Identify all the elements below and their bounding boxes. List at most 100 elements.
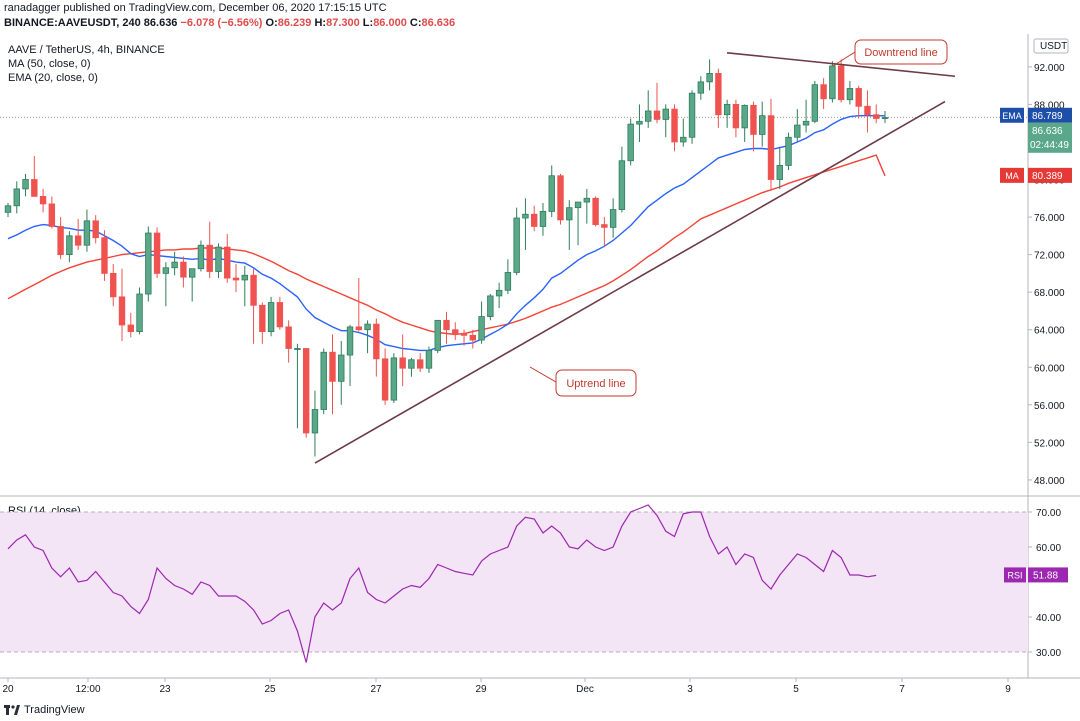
ema-legend: EMA (20, close, 0)	[8, 72, 98, 84]
candle-body	[855, 88, 862, 107]
footer: TradingView	[4, 704, 85, 716]
price-tick-label: 48.000	[1034, 476, 1065, 487]
candles-group	[4, 59, 889, 457]
candle-body	[609, 209, 617, 228]
uptrend-line	[314, 100, 946, 464]
candle-body	[688, 92, 696, 138]
footer-brand: TradingView	[24, 704, 85, 716]
candle-body	[153, 232, 161, 274]
last-price-value: 86.636	[1032, 126, 1063, 137]
candle-body	[574, 201, 582, 209]
price-unit-box	[1033, 38, 1069, 54]
candle-body	[355, 326, 362, 331]
candle-body	[311, 409, 319, 434]
candle-body	[829, 65, 836, 100]
uptrend-callout-label: Uptrend line	[566, 378, 625, 390]
candle-body	[592, 197, 599, 225]
candle-body	[636, 120, 643, 125]
ma-axis-tag-label: MA	[1005, 171, 1019, 181]
candle-body	[39, 196, 47, 205]
price-tick-label: 68.000	[1034, 288, 1065, 299]
candle-body	[653, 110, 661, 120]
candle-body	[566, 207, 573, 221]
price-tick-label: 64.000	[1034, 326, 1065, 337]
candle-body	[48, 203, 56, 227]
price-tick-label: 92.000	[1034, 63, 1065, 74]
candle-body	[136, 293, 143, 332]
price-tick-label: 88.000	[1034, 100, 1065, 111]
candle-body	[118, 296, 126, 326]
last-price-tag	[1028, 122, 1072, 153]
candle-body	[197, 244, 205, 270]
ma-axis-tag	[1000, 167, 1024, 183]
downtrend-callout-label: Downtrend line	[864, 47, 937, 59]
rsi-tick-label: 40.00	[1036, 613, 1061, 624]
price-tick-label: 52.000	[1034, 438, 1065, 449]
last-price: 86.636	[143, 17, 178, 29]
candle-body	[601, 224, 608, 228]
candle-body	[820, 84, 827, 100]
candle-body	[723, 104, 731, 116]
rsi-line	[7, 504, 877, 663]
candle-body	[750, 104, 757, 135]
time-tick-label: 5	[793, 684, 799, 695]
candle-body	[408, 359, 415, 369]
candle-body	[618, 160, 626, 210]
rsi-value-tag	[1028, 567, 1068, 583]
rsi-axis-tag-label: RSI	[1007, 570, 1022, 580]
candle-body	[83, 220, 91, 246]
candle-body	[706, 73, 713, 83]
price-tick-label: 72.000	[1034, 251, 1065, 262]
candle-body	[373, 323, 380, 360]
candle-body	[759, 115, 766, 135]
time-tick-label: 29	[475, 684, 487, 695]
candle-body	[513, 217, 520, 273]
time-tick-label: 20	[2, 684, 14, 695]
candle-body	[127, 324, 134, 332]
rsi-tick-label: 30.00	[1036, 648, 1061, 659]
candle-body	[785, 136, 792, 166]
candle-body	[864, 105, 871, 116]
candle-body	[276, 302, 284, 328]
rsi-tick-label: 70.00	[1036, 508, 1061, 519]
candle-body	[74, 235, 82, 246]
ohlc-high: 87.300	[326, 17, 360, 29]
symbol-line: BINANCE:AAVEUSDT, 240 86.636 −6.078 (−6.…	[4, 17, 455, 29]
published-line: ranadagger published on TradingView.com,…	[4, 2, 387, 14]
bar-countdown: 02:44:49	[1030, 140, 1069, 151]
candle-body	[13, 188, 20, 207]
candle-body	[232, 277, 240, 281]
candle-body	[767, 115, 775, 180]
ema-value-label: 86.789	[1032, 111, 1063, 122]
candle-body	[881, 117, 889, 119]
rsi-axis-tag	[1004, 567, 1026, 583]
ema-axis-tag	[1000, 107, 1024, 123]
candle-body	[741, 104, 748, 129]
candle-body	[873, 114, 880, 119]
candle-body	[110, 272, 117, 298]
price-unit-label: USDT	[1040, 41, 1067, 52]
ohlc-low-label: L:	[362, 17, 374, 29]
time-tick-label: 27	[370, 684, 382, 695]
candle-body	[145, 232, 152, 295]
candle-body	[180, 261, 187, 278]
candle-body	[794, 124, 801, 138]
time-tick-label: 25	[264, 684, 276, 695]
candle-body	[320, 351, 327, 410]
time-tick-label: 12:00	[75, 684, 100, 695]
candle-body	[487, 295, 494, 317]
uptrend-callout-box	[555, 369, 637, 397]
ohlc-close-label: C:	[409, 17, 422, 29]
chart-title-legend: AAVE / TetherUS, 4h, BINANCE	[8, 44, 165, 56]
candle-body	[697, 81, 705, 94]
candle-body	[715, 73, 722, 116]
candle-body	[478, 316, 485, 341]
candle-body	[22, 179, 29, 190]
candle-body	[294, 348, 301, 350]
ohlc-high-label: H:	[314, 17, 327, 29]
candle-body	[662, 108, 669, 120]
candle-body	[399, 357, 406, 369]
candle-body	[504, 272, 512, 291]
time-tick-label: 7	[899, 684, 905, 695]
candle-body	[381, 358, 389, 401]
